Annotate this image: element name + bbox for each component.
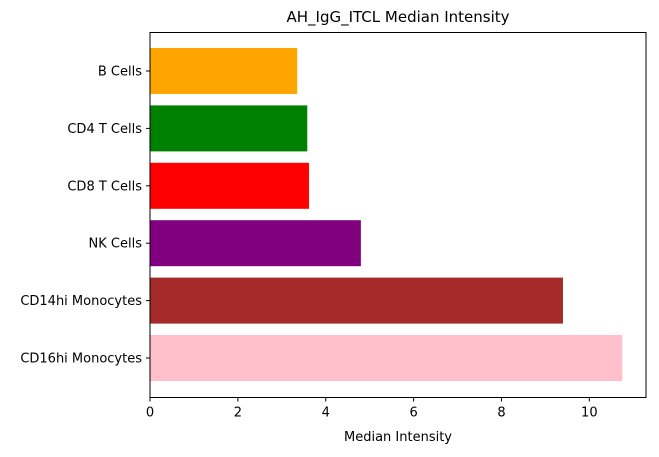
- plot-frame: [149, 32, 647, 398]
- x-axis: 0 2 4 6 8 10: [146, 397, 598, 421]
- y-tick-label-cd16hi-monocytes: CD16hi Monocytes: [20, 352, 142, 367]
- bar-cd8-t-cells: [150, 162, 310, 209]
- bar-b-cells: [150, 48, 298, 94]
- x-axis-label: Median Intensity: [344, 430, 452, 445]
- bar-cd16hi-monocytes: [150, 335, 623, 381]
- x-tick-label-8: 8: [497, 406, 505, 421]
- y-tick-label-cd8-t-cells: CD8 T Cells: [67, 179, 142, 194]
- x-tick-label-0: 0: [146, 406, 154, 421]
- y-tick-label-cd14hi-monocytes: CD14hi Monocytes: [20, 294, 142, 309]
- bar-cd4-t-cells: [150, 105, 308, 152]
- x-tick-label-10: 10: [581, 406, 598, 421]
- y-tick-label-cd4-t-cells: CD4 T Cells: [67, 122, 142, 137]
- x-tick-label-2: 2: [234, 406, 242, 421]
- x-tick-label-4: 4: [322, 406, 330, 421]
- bar-nk-cells: [150, 220, 361, 267]
- y-tick-label-nk-cells: NK Cells: [89, 237, 143, 252]
- bar-cd14hi-monocytes: [150, 277, 563, 324]
- y-tick-label-b-cells: B Cells: [98, 65, 142, 80]
- bars-layer: [150, 48, 623, 381]
- y-axis: B Cells CD4 T Cells CD8 T Cells NK Cells CD1…: [20, 65, 150, 367]
- chart-title: AH_IgG_ITCL Median Intensity: [286, 8, 509, 27]
- x-tick-label-6: 6: [409, 406, 417, 421]
